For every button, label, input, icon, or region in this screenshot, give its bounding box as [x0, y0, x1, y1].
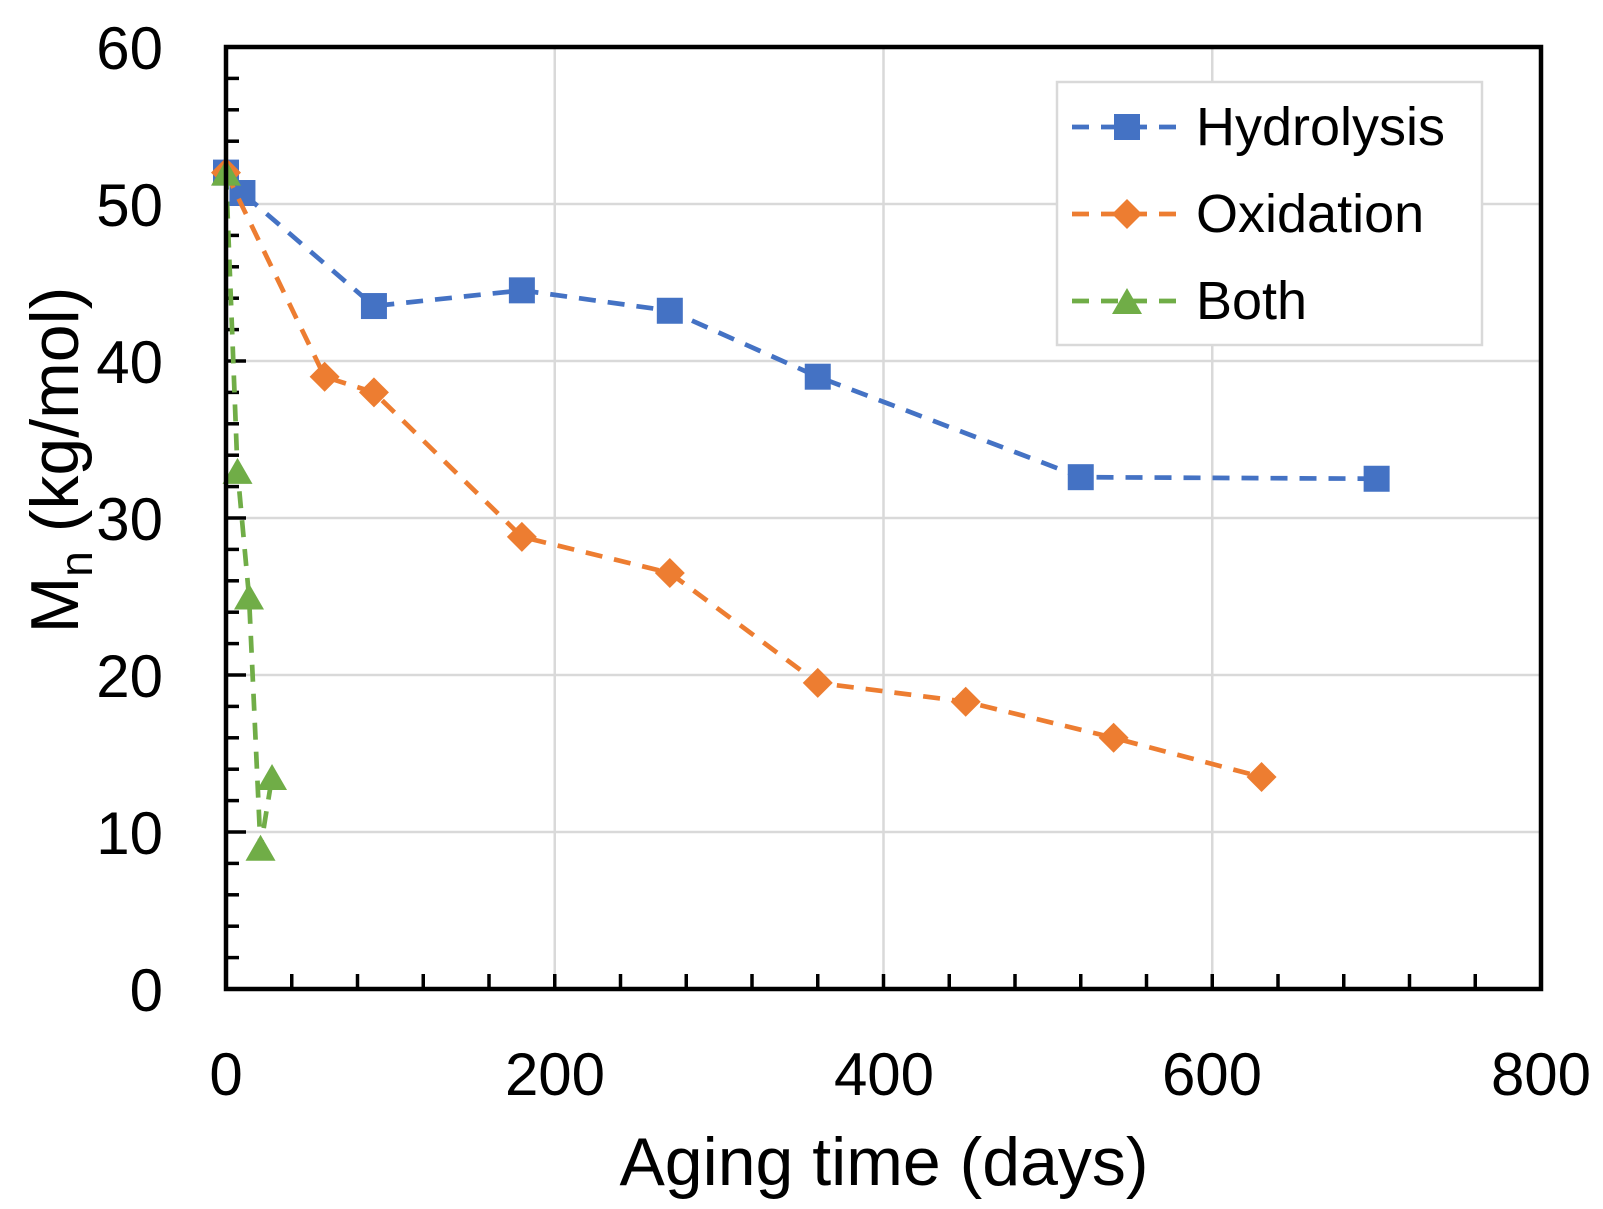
legend-marker-hydrolysis: [1114, 114, 1140, 140]
y-axis-title-subscript: n: [50, 551, 102, 577]
x-tick-label-0: 0: [209, 1041, 242, 1108]
series-oxidation-line: [223, 171, 1263, 780]
y-tick-label-20: 20: [96, 643, 163, 710]
marker-hydrolysis-2: [360, 293, 387, 320]
series-both-line: [223, 172, 275, 849]
y-tick-label-30: 30: [96, 486, 163, 553]
y-tick-label-0: 0: [130, 957, 163, 1024]
y-tick-label-10: 10: [96, 800, 163, 867]
x-tick-label-400: 400: [834, 1041, 934, 1108]
y-tick-label-60: 60: [96, 15, 163, 82]
x-tick-label-800: 800: [1491, 1041, 1591, 1108]
x-tick-label-600: 600: [1162, 1041, 1262, 1108]
marker-oxidation-5: [802, 667, 833, 698]
marker-hydrolysis-3: [508, 277, 535, 304]
marker-both-3: [245, 834, 276, 861]
legend: Hydrolysis Oxidation Both: [1055, 80, 1484, 347]
marker-both-2: [234, 583, 265, 610]
y-axis-title: Mn (kg/mol): [17, 287, 102, 634]
marker-hydrolysis-7: [1363, 465, 1390, 492]
marker-oxidation-6: [950, 686, 981, 717]
marker-both-4: [257, 764, 288, 791]
y-axis-title-units: (kg/mol): [17, 287, 93, 551]
gridlines: [226, 47, 1541, 989]
axis-ticks: [224, 45, 1543, 991]
marker-oxidation-7: [1098, 722, 1129, 753]
marker-oxidation-4: [654, 557, 685, 588]
series-oxidation: [211, 157, 1277, 793]
x-axis-title: Aging time (days): [619, 1124, 1148, 1200]
plot-frame: [223, 44, 1544, 992]
y-tick-label-50: 50: [96, 172, 163, 239]
legend-label-both: Both: [1196, 271, 1307, 331]
marker-hydrolysis-5: [804, 363, 831, 390]
marker-oxidation-3: [506, 521, 537, 552]
marker-oxidation-2: [358, 377, 389, 408]
y-axis-title-main: M: [17, 577, 93, 634]
legend-label-hydrolysis: Hydrolysis: [1196, 97, 1445, 157]
marker-oxidation-1: [309, 361, 340, 392]
marker-hydrolysis-6: [1067, 464, 1094, 491]
legend-marker-oxidation: [1112, 199, 1142, 229]
legend-marker-both: [1112, 288, 1142, 314]
marker-both-1: [222, 457, 253, 484]
marker-oxidation-8: [1246, 762, 1277, 793]
series-both: [211, 159, 288, 861]
legend-label-oxidation: Oxidation: [1196, 184, 1424, 244]
legend-samples: [1072, 114, 1182, 314]
series-layer: [211, 157, 1390, 861]
x-tick-label-200: 200: [505, 1041, 605, 1108]
y-tick-label-40: 40: [96, 329, 163, 396]
marker-hydrolysis-4: [656, 297, 683, 324]
x-axis-tick-labels: 0 200 400 600 800: [209, 1041, 1591, 1108]
y-axis-tick-labels: 60 50 40 30 20 10 0: [96, 15, 163, 1024]
